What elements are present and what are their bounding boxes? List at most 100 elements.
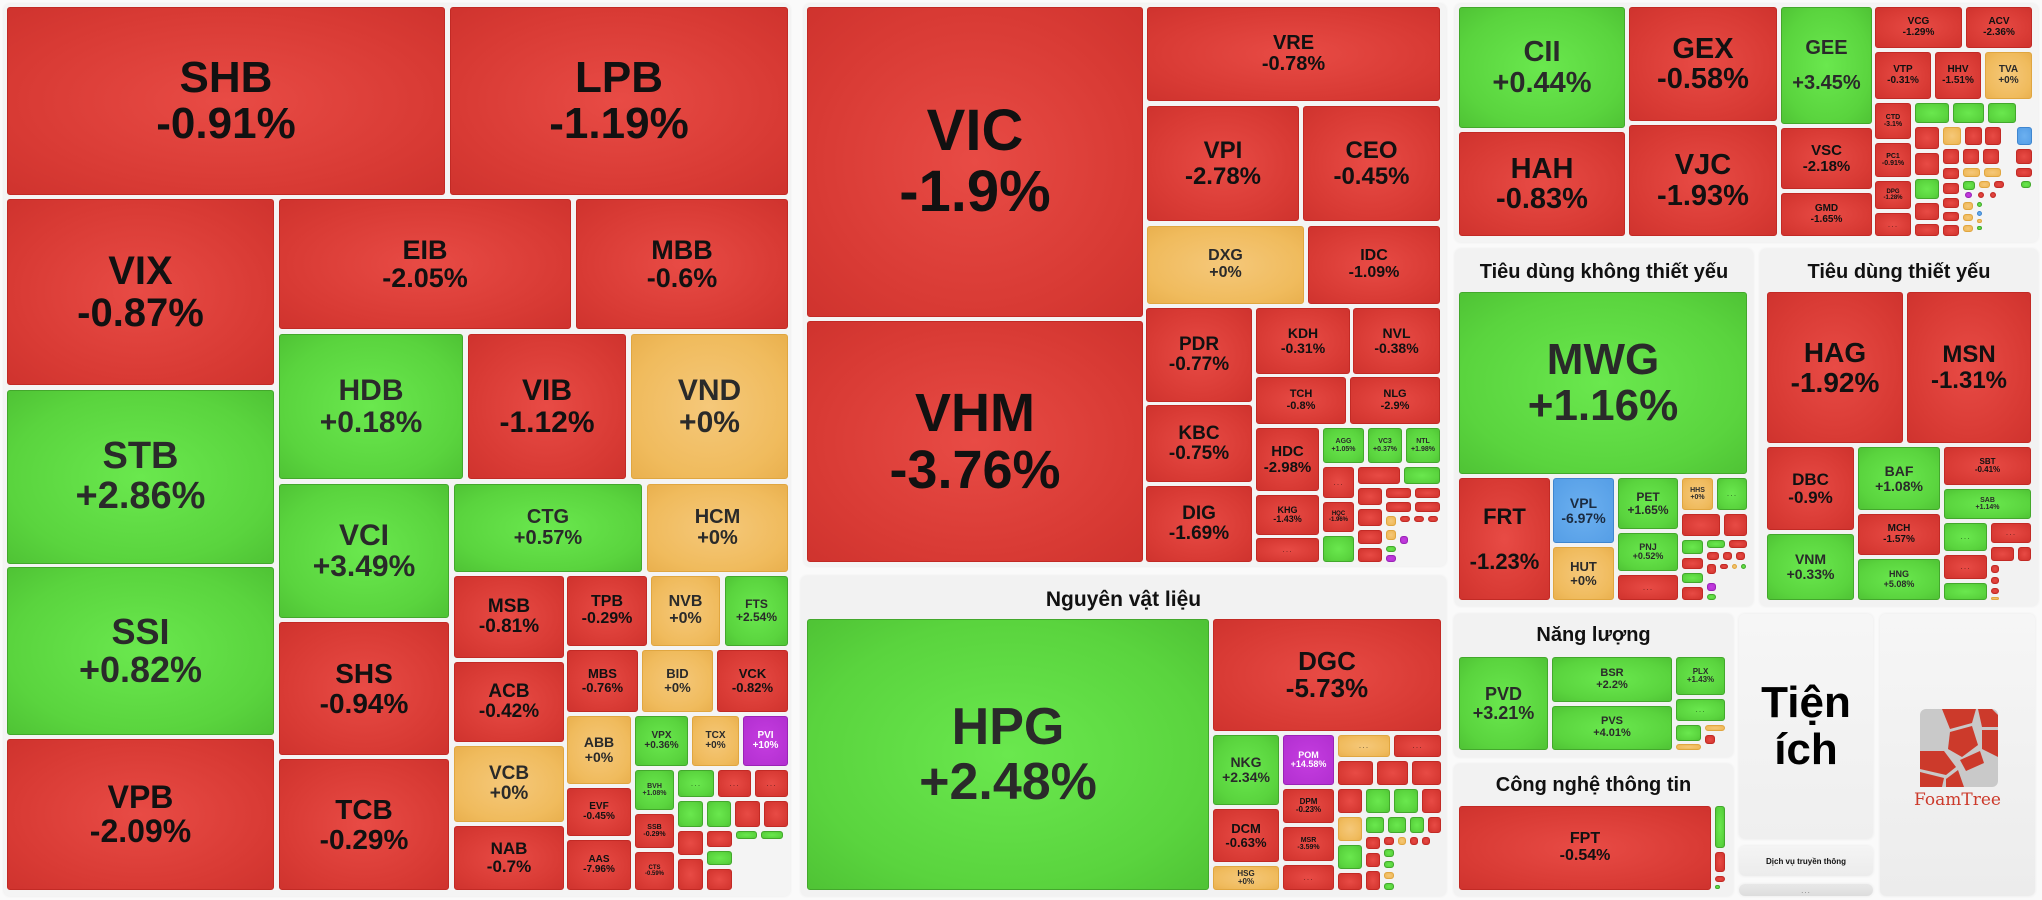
tile-STB[interactable]: STB +2.86% [7,390,274,564]
tile-small[interactable] [1965,192,1972,198]
tile-ACV[interactable]: ACV -2.36% [1966,7,2032,48]
tile-small[interactable] [1386,530,1396,540]
tile-PVI[interactable]: PVI +10% [743,716,788,766]
tile-DPG[interactable]: DPG -1.28% [1875,181,1911,209]
tile-MWG[interactable]: MWG +1.16% [1459,292,1747,474]
tile-LPB[interactable]: LPB -1.19% [450,7,788,195]
tile-CTD[interactable]: CTD -3.1% [1875,103,1911,139]
tile-small[interactable] [1915,203,1939,220]
tile-small[interactable] [1377,761,1408,785]
tile-small[interactable]: ... [1618,575,1678,600]
tile-small[interactable] [1943,183,1959,194]
tile-small[interactable] [1984,168,2001,177]
tile-small[interactable] [707,801,731,827]
tile-small[interactable] [1963,214,1973,221]
tile-small[interactable] [1985,127,2001,145]
tile-VIB[interactable]: VIB -1.12% [468,334,626,479]
tile-small[interactable] [1943,212,1959,221]
tile-small[interactable] [678,801,703,827]
tile-small[interactable] [707,851,732,865]
sector-more[interactable]: ... [1739,884,1873,896]
tile-CTG[interactable]: CTG +0.57% [454,484,642,572]
tile-small[interactable] [1705,735,1715,744]
tile-VNM[interactable]: VNM +0.33% [1767,534,1854,600]
tile-TCX[interactable]: TCX +0% [692,716,739,766]
tile-ACB[interactable]: ACB -0.42% [454,662,564,742]
tile-small[interactable] [764,801,788,827]
tile-GEX[interactable]: GEX -0.58% [1629,7,1777,121]
tile-NVL[interactable]: NVL -0.38% [1353,308,1440,374]
tile-VJC[interactable]: VJC -1.93% [1629,125,1777,236]
tile-small[interactable] [2018,547,2031,561]
tile-small[interactable] [1988,103,2016,123]
tile-small[interactable] [736,831,757,839]
tile-VCB[interactable]: VCB +0% [454,746,564,822]
tile-small[interactable] [1991,565,1999,573]
tile-VND[interactable]: VND +0% [631,334,788,479]
tile-small[interactable] [1991,597,1999,600]
tile-small[interactable] [1410,837,1418,845]
tile-small[interactable] [1707,564,1716,574]
tile-VC3[interactable]: VC3 +0.37% [1368,428,1402,463]
tile-small[interactable] [1963,149,1979,164]
tile-small[interactable] [1943,198,1959,208]
tile-HUT[interactable]: HUT +0% [1553,547,1614,600]
tile-FTS[interactable]: FTS +2.54% [725,576,788,646]
tile-PDR[interactable]: PDR -0.77% [1146,308,1252,402]
tile-PLX[interactable]: PLX +1.43% [1676,657,1725,695]
tile-HDB[interactable]: HDB +0.18% [279,334,463,479]
tile-small[interactable] [1715,885,1720,889]
tile-DXG[interactable]: DXG +0% [1147,226,1304,304]
tile-small[interactable] [2016,168,2032,177]
tile-small[interactable]: ... [718,770,751,797]
tile-small[interactable] [678,859,703,890]
tile-small[interactable] [1953,103,1984,123]
tile-small[interactable] [1358,509,1382,526]
tile-VCK[interactable]: VCK -0.82% [717,650,788,712]
tile-small[interactable] [1707,540,1725,548]
tile-small[interactable] [1729,540,1747,548]
tile-small[interactable] [1384,883,1394,890]
tile-small[interactable] [1414,516,1424,522]
tile-GEE[interactable]: GEE +3.45% [1781,7,1872,124]
tile-MBS[interactable]: MBS -0.76% [567,650,638,712]
tile-small[interactable] [1358,467,1400,484]
tile-small[interactable] [1415,488,1440,498]
tile-small[interactable] [1963,181,1975,190]
tile-MSB[interactable]: MSB -0.81% [454,576,564,658]
tile-PVS[interactable]: PVS +4.01% [1552,706,1672,750]
tile-BVH[interactable]: BVH +1.08% [635,770,674,810]
tile-small[interactable] [1715,852,1725,872]
tile-small[interactable] [1915,127,1939,149]
tile-small[interactable] [1682,558,1703,569]
tile-small[interactable] [1428,516,1438,522]
tile-KHG[interactable]: KHG -1.43% [1256,495,1319,535]
tile-CTS[interactable]: CTS -0.59% [635,852,674,890]
tile-small[interactable] [1384,861,1394,868]
tile-small[interactable] [1386,516,1396,526]
tile-small[interactable] [1412,761,1441,785]
tile-small[interactable] [1983,149,1999,164]
tile-BAF[interactable]: BAF +1.08% [1858,447,1940,510]
tile-GMD[interactable]: GMD -1.65% [1781,193,1872,236]
tile-HAG[interactable]: HAG -1.92% [1767,292,1903,443]
tile-small[interactable]: ... [1991,523,2031,543]
tile-small[interactable] [678,831,703,855]
tile-small[interactable] [1991,588,1999,594]
tile-small[interactable] [1715,876,1725,882]
tile-small[interactable] [1990,192,1996,198]
tile-MSR[interactable]: MSR -3.59% [1283,827,1334,861]
tile-small[interactable] [1723,552,1732,560]
tile-small[interactable] [1415,502,1440,512]
tile-small[interactable] [1682,540,1703,554]
tile-small[interactable] [1707,594,1716,600]
tile-small[interactable]: ... [1676,699,1725,721]
tile-NKG[interactable]: NKG +2.34% [1213,735,1279,805]
tile-small[interactable] [1358,548,1382,562]
tile-small[interactable] [1963,202,1973,210]
tile-small[interactable] [707,831,732,847]
tile-BSR[interactable]: BSR +2.2% [1552,657,1672,702]
tile-small[interactable]: ... [678,770,714,797]
tile-small[interactable] [1428,817,1441,833]
tile-small[interactable] [1963,168,1980,177]
